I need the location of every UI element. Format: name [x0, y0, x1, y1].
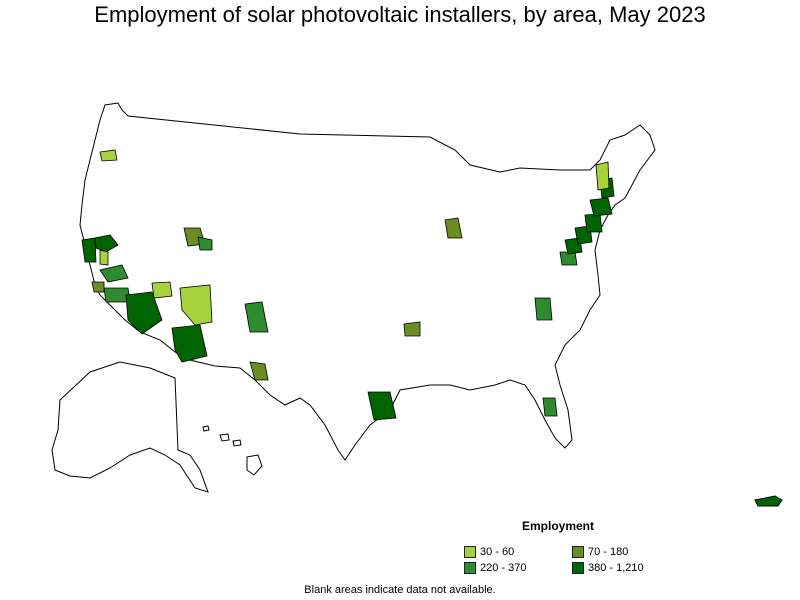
area-charlotte: [534, 297, 553, 321]
legend-item-380-1210: 380 - 1,210: [572, 562, 644, 574]
area-stockton: [99, 249, 109, 266]
area-mohave: [151, 281, 173, 299]
map-title: Employment of solar photovoltaic install…: [94, 2, 706, 27]
area-sacramento: [94, 234, 119, 253]
puerto-rico-outline: [754, 495, 783, 507]
area-sf-bay: [81, 237, 97, 263]
area-phoenix: [171, 324, 208, 363]
area-utah-east: [197, 236, 213, 251]
hawaii-islands: [202, 425, 263, 476]
area-dallas: [403, 321, 421, 337]
legend-label: 380 - 1,210: [588, 562, 644, 574]
area-flagstaff: [179, 284, 213, 326]
footnote: Blank areas indicate data not available.: [304, 584, 496, 596]
area-los-angeles: [125, 291, 163, 335]
area-portland: [99, 149, 118, 162]
area-chicago: [444, 217, 463, 239]
area-houston: [367, 391, 397, 421]
shaded-areas: [81, 149, 615, 421]
area-central-florida: [542, 397, 558, 417]
area-san-luis-obispo: [91, 281, 105, 293]
area-fresno: [99, 264, 129, 283]
area-vermont: [595, 161, 610, 191]
area-philadelphia: [584, 213, 603, 233]
legend-swatch: [572, 562, 584, 574]
legend-item-220-370: 220 - 370: [464, 562, 526, 574]
legend-swatch: [572, 546, 584, 558]
legend-label: 30 - 60: [480, 546, 515, 558]
area-new-york: [589, 197, 613, 217]
area-las-cruces: [249, 361, 269, 381]
legend-label: 220 - 370: [480, 562, 527, 574]
area-albuquerque: [244, 301, 269, 333]
legend-label: 70 - 180: [588, 546, 629, 558]
legend-item-30-60: 30 - 60: [464, 546, 514, 558]
legend-title: Employment: [522, 519, 595, 533]
conus-outline: [79, 102, 656, 461]
legend-item-70-180: 70 - 180: [572, 546, 628, 558]
legend-swatch: [464, 562, 476, 574]
legend-swatch: [464, 546, 476, 558]
alaska-outline: [51, 361, 209, 493]
